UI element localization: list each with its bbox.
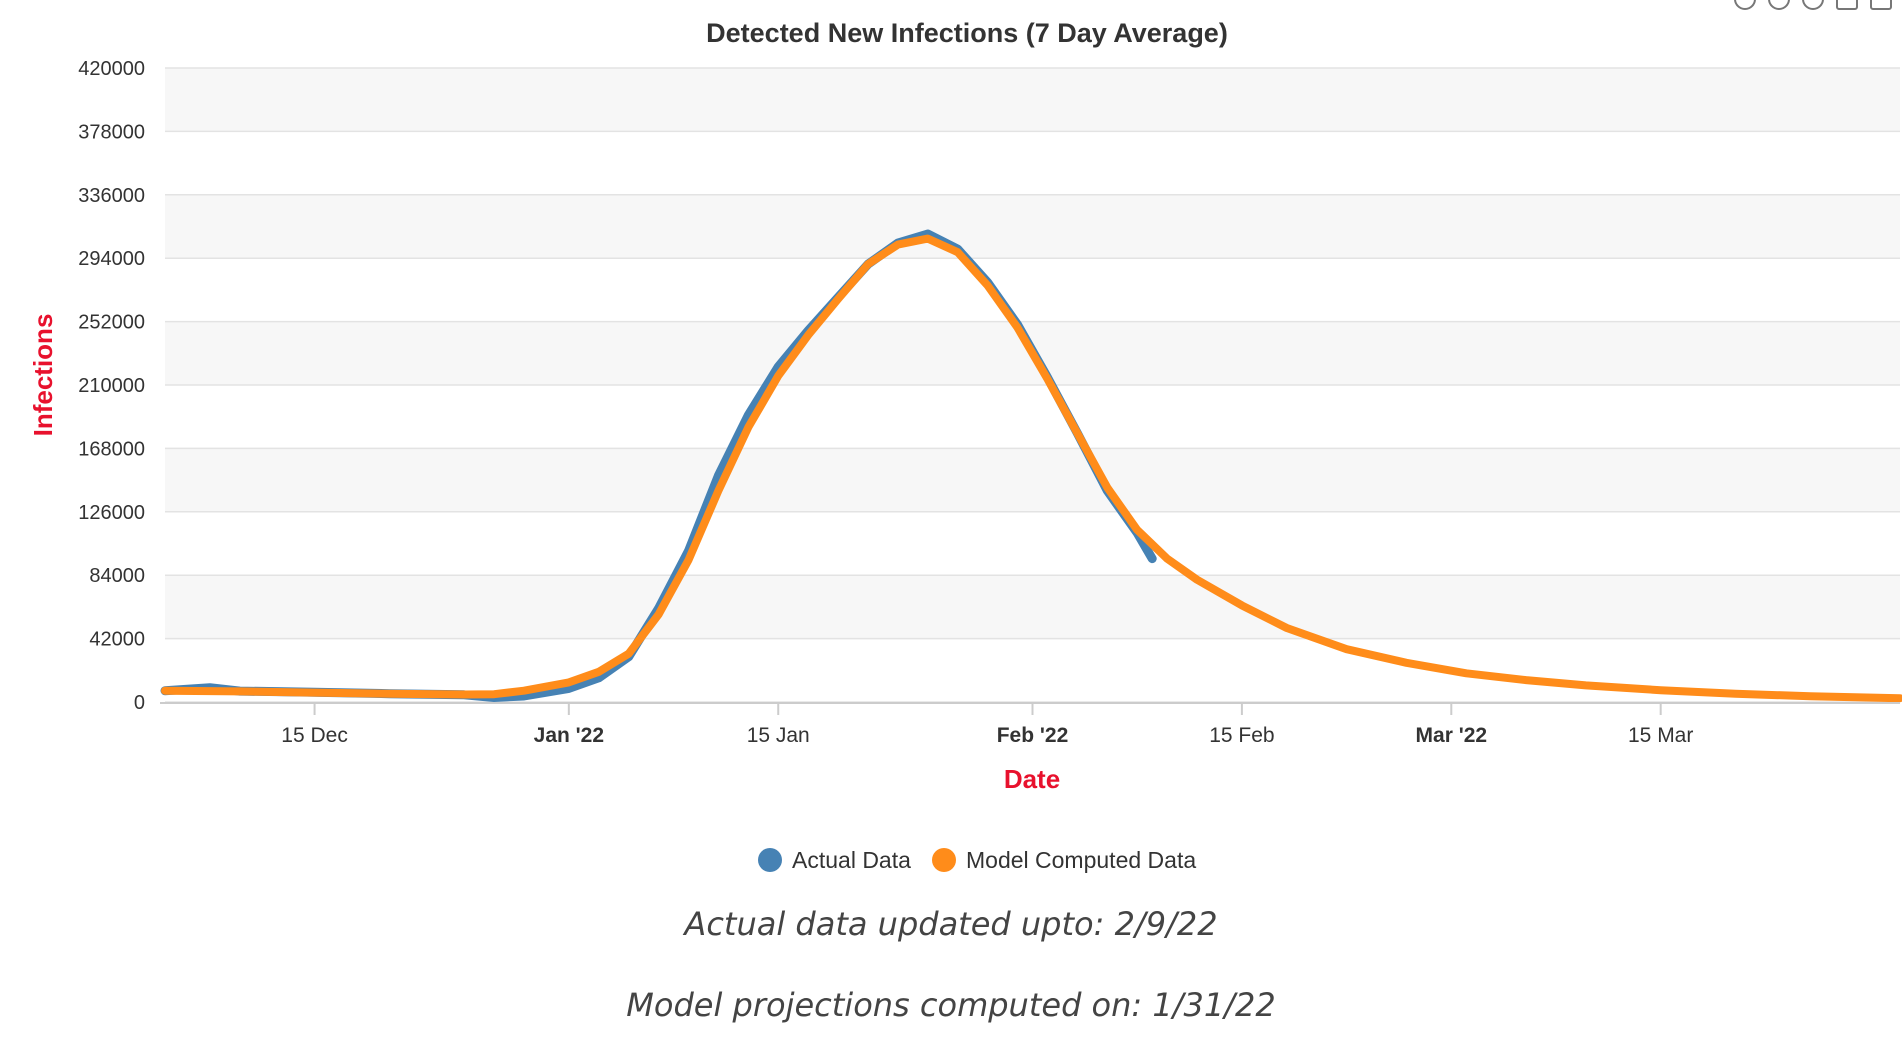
model-data-point — [1238, 602, 1245, 609]
y-tick-label: 84000 — [89, 565, 145, 587]
y-tick-label: 420000 — [78, 58, 145, 80]
legend[interactable]: Actual Data Model Computed Data — [758, 847, 1196, 873]
model-data-point — [685, 557, 692, 564]
model-data-line — [161, 234, 1902, 703]
y-tick-label: 42000 — [89, 629, 145, 651]
model-data-point — [1463, 670, 1470, 677]
model-data-point — [864, 261, 871, 268]
model-computed-note: Model projections computed on: 1/31/22 — [626, 986, 1276, 1024]
labels-layer: Detected New Infections (7 Day Average) … — [28, 18, 1228, 794]
model-data-point — [805, 332, 812, 339]
model-data-point — [311, 689, 318, 696]
model-data-point — [1897, 695, 1902, 702]
legend-label: Actual Data — [792, 847, 911, 873]
model-data-point — [565, 679, 572, 686]
model-data-point — [894, 241, 901, 248]
model-data-point — [1283, 625, 1290, 632]
y-tick-label: 168000 — [78, 438, 145, 460]
x-tick-label: 15 Jan — [747, 724, 810, 747]
x-tick-label: 15 Feb — [1209, 724, 1274, 747]
legend-label: Model Computed Data — [966, 847, 1196, 873]
model-data-point — [954, 249, 961, 256]
model-data-point — [1194, 576, 1201, 583]
actual-data-point — [1148, 555, 1156, 563]
legend-item-actual[interactable]: Actual Data — [758, 847, 911, 873]
model-data-point — [775, 372, 782, 379]
x-axis-title: Date — [1004, 764, 1060, 794]
model-data-point — [655, 611, 662, 618]
model-data-point — [491, 691, 498, 698]
plot-band — [165, 194, 1900, 259]
model-data-point — [924, 235, 931, 242]
y-tick-label: 0 — [134, 692, 145, 714]
x-tick-label: Mar '22 — [1416, 724, 1488, 747]
plot-band — [165, 68, 1900, 132]
model-data-point — [1807, 693, 1814, 700]
model-data-point — [1732, 690, 1739, 697]
model-data-point — [386, 690, 393, 697]
axes-layer: 0 42000 84000 126000 168000 210000 252000 29400… — [78, 58, 1900, 747]
y-axis-title: Infections — [28, 314, 58, 437]
y-tick-label: 336000 — [78, 185, 145, 207]
y-tick-label: 378000 — [78, 121, 145, 143]
y-tick-label: 252000 — [78, 312, 145, 334]
legend-marker-icon — [758, 848, 782, 872]
x-tick-label: 15 Dec — [281, 724, 348, 747]
model-data-point — [984, 282, 991, 289]
x-tick-label: Jan '22 — [534, 724, 604, 747]
model-data-point — [1014, 324, 1021, 331]
model-data-point — [625, 650, 632, 657]
download-icon[interactable] — [1836, 0, 1858, 10]
y-tick-label: 210000 — [78, 375, 145, 397]
chart-title: Detected New Infections (7 Day Average) — [706, 18, 1228, 48]
model-data-point — [461, 691, 468, 698]
model-data-point — [1044, 375, 1051, 382]
legend-item-model[interactable]: Model Computed Data — [932, 847, 1196, 873]
actual-data-point — [714, 472, 722, 480]
x-tick-label: Feb '22 — [997, 724, 1069, 747]
model-data-point — [1134, 526, 1141, 533]
chart-toolbar — [1734, 0, 1892, 10]
model-data-point — [236, 688, 243, 695]
plot-band — [165, 448, 1900, 512]
x-tick-label: 15 Mar — [1628, 724, 1693, 747]
menu-icon[interactable] — [1870, 0, 1892, 10]
model-data-point — [1657, 687, 1664, 694]
model-data-point — [745, 424, 752, 431]
model-data-point — [1403, 659, 1410, 666]
model-data-point — [595, 668, 602, 675]
legend-marker-icon — [932, 848, 956, 872]
series-layer — [160, 229, 1902, 703]
model-data-point — [1074, 430, 1081, 437]
model-data-point — [835, 295, 842, 302]
model-data-point — [1582, 682, 1589, 689]
model-data-point — [162, 687, 168, 694]
y-tick-label: 126000 — [78, 502, 145, 524]
y-tick-label: 294000 — [78, 248, 145, 270]
actual-data-updated-note: Actual data updated upto: 2/9/22 — [684, 905, 1218, 943]
model-data-point — [1523, 677, 1530, 684]
model-data-point — [715, 487, 722, 494]
plot-band — [165, 575, 1900, 639]
model-data-point — [1343, 646, 1350, 653]
model-data-point — [1164, 555, 1171, 562]
model-data-point — [1104, 484, 1111, 491]
model-data-point — [520, 687, 527, 694]
